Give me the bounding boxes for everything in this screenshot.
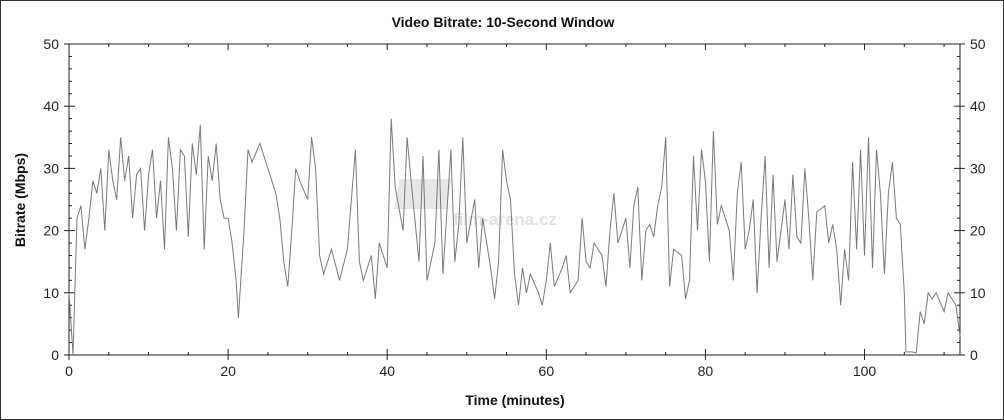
watermark-film-icon (394, 179, 452, 209)
y-tick-label-right: 30 (970, 160, 986, 176)
y-tick-label-left: 50 (43, 36, 59, 52)
chart-title: Video Bitrate: 10-Second Window (392, 14, 615, 30)
y-tick-label-left: 0 (51, 347, 59, 363)
y-tick-label-right: 20 (970, 223, 986, 239)
y-tick-label-left: 10 (43, 285, 59, 301)
x-tick-label: 80 (698, 363, 714, 379)
y-axis-label: Bitrate (Mbps) (12, 153, 28, 247)
x-tick-label: 60 (539, 363, 555, 379)
x-tick-label: 20 (220, 363, 236, 379)
y-tick-label-right: 40 (970, 98, 986, 114)
x-tick-label: 0 (65, 363, 73, 379)
x-tick-label: 100 (853, 363, 877, 379)
series-line-bitrate (68, 118, 961, 356)
y-tick-label-right: 10 (970, 285, 986, 301)
y-tick-label-right: 0 (970, 347, 978, 363)
y-tick-label-left: 20 (43, 223, 59, 239)
x-tick-label: 40 (379, 363, 395, 379)
y-tick-label-left: 40 (43, 98, 59, 114)
y-tick-label-left: 30 (43, 160, 59, 176)
watermark-text: film-arena.cz (453, 210, 557, 229)
x-axis-label: Time (minutes) (465, 392, 564, 408)
plot-area-border (68, 43, 961, 356)
y-tick-label-right: 50 (970, 36, 986, 52)
